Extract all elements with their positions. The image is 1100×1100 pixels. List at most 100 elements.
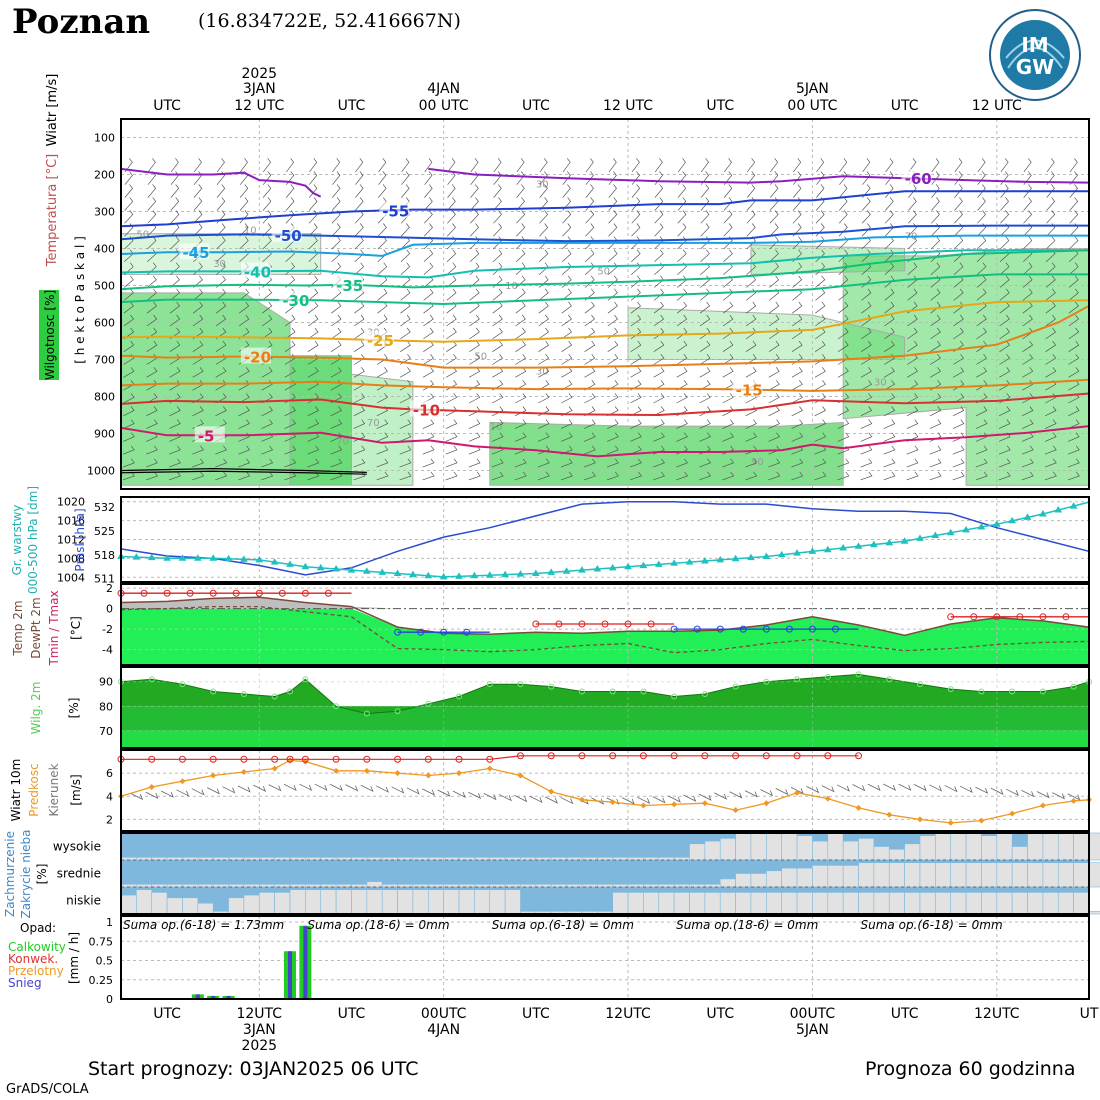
wind-barb <box>307 340 319 352</box>
wind-barb <box>906 445 919 455</box>
wind-barb <box>837 327 849 340</box>
thickness-marker <box>209 554 218 561</box>
wind-barb <box>653 340 665 352</box>
cloud-cell <box>827 892 844 915</box>
cloud-cell <box>274 883 291 888</box>
wind-barb <box>423 327 434 340</box>
wind-barb <box>768 419 781 429</box>
thickness-marker <box>301 562 310 570</box>
wind-barb <box>929 393 942 404</box>
wind-barb <box>770 158 779 173</box>
wind-direction-barb <box>468 791 482 800</box>
wind-direction-barb <box>560 797 574 805</box>
wind-direction-barb <box>376 785 389 793</box>
wind-speed-marker <box>701 800 708 807</box>
humidity-contour-label: 70 <box>336 437 349 448</box>
wind-speed-marker <box>394 770 401 777</box>
top-axis-time: 00 UTC <box>419 98 469 114</box>
wind-barb <box>170 158 179 173</box>
wind-barb <box>445 471 458 481</box>
wind-barb <box>975 445 988 455</box>
wind-barb <box>124 184 133 198</box>
wind-barb <box>931 184 940 198</box>
wind-barb <box>169 367 181 378</box>
wind-barb <box>1068 367 1080 378</box>
thickness-marker <box>193 554 202 561</box>
cloud-cell <box>704 840 721 861</box>
wind-barb <box>952 406 965 417</box>
wind-barb <box>261 314 273 327</box>
wind-barb <box>286 158 295 173</box>
wind-barb <box>492 327 503 340</box>
cloud-cell <box>719 892 736 915</box>
wind-barb <box>953 353 965 365</box>
wind-barb <box>929 406 942 417</box>
wind-barb <box>861 197 871 211</box>
thickness-marker <box>962 525 970 533</box>
wind-barb <box>332 171 341 185</box>
thickness-marker <box>762 552 771 559</box>
wind-barb <box>423 262 434 275</box>
wind-barb <box>560 419 573 429</box>
wind-barb <box>814 471 827 481</box>
wind-barb <box>146 275 157 288</box>
wind-barb <box>216 171 226 185</box>
cloud-cell <box>796 835 813 861</box>
wind-barb <box>745 367 757 378</box>
isotherm-label: -35 <box>336 277 363 295</box>
wind-barb <box>538 314 549 327</box>
wind-gust-marker <box>240 755 248 763</box>
cloud-cell <box>981 835 998 861</box>
cloud-cell <box>443 889 460 915</box>
top-axis-time: UTC <box>153 98 181 114</box>
wind-barb <box>514 419 527 429</box>
wind-barb <box>170 249 180 263</box>
wind-barb <box>837 458 850 468</box>
wind-barb <box>261 445 274 455</box>
precip-type-label: Calkowity <box>8 940 66 954</box>
top-axis-date: 3JAN <box>243 81 276 97</box>
wind-barb <box>492 288 503 301</box>
wind-barb <box>607 432 619 442</box>
tmax-marker <box>232 589 240 597</box>
wind-barb <box>262 236 272 250</box>
cloud-cell <box>1088 832 1100 861</box>
wind-barb <box>515 353 527 365</box>
humidity-marker <box>240 691 247 697</box>
wind-barb <box>307 406 319 417</box>
humidity-marker <box>271 693 278 700</box>
wind-speed-line <box>120 759 1090 824</box>
wind-gust-marker <box>547 752 555 760</box>
wind-barb <box>353 340 365 352</box>
wind-barb <box>561 340 573 352</box>
thickness-marker <box>716 555 725 563</box>
wind-barb <box>975 458 988 468</box>
isotherm-line <box>120 378 1090 392</box>
wind-barb <box>861 223 871 237</box>
wind-barb <box>193 223 203 237</box>
wind-barb <box>376 353 388 365</box>
wind-barb <box>1068 301 1079 314</box>
wind-barb <box>238 288 250 301</box>
humidity-contour-label: 50 <box>597 266 610 277</box>
wind-barb <box>262 184 272 198</box>
cloud-cell <box>1011 862 1028 888</box>
cloud-cell <box>935 832 952 861</box>
wind-barb <box>284 327 296 340</box>
wind-barb <box>814 432 827 442</box>
wind-barb <box>653 458 665 468</box>
wind-barb <box>538 262 549 275</box>
wind-barb <box>1022 340 1034 352</box>
forecast-start: Start prognozy: 03JAN2025 06 UTC <box>88 1058 419 1080</box>
pressure-axis-label: [ h e k t o P a s k a l ] <box>73 236 87 364</box>
wind-barb <box>1022 262 1033 275</box>
wind-barb <box>629 458 642 468</box>
tmin-line <box>397 628 859 633</box>
wind-barb <box>976 327 987 340</box>
wind-barb <box>1068 380 1080 391</box>
wind-barb <box>1044 471 1057 481</box>
isotherm-line <box>120 190 1089 228</box>
cloud-cell <box>1042 892 1059 915</box>
cloud-cell <box>888 892 905 915</box>
thickness-marker <box>1069 502 1078 509</box>
